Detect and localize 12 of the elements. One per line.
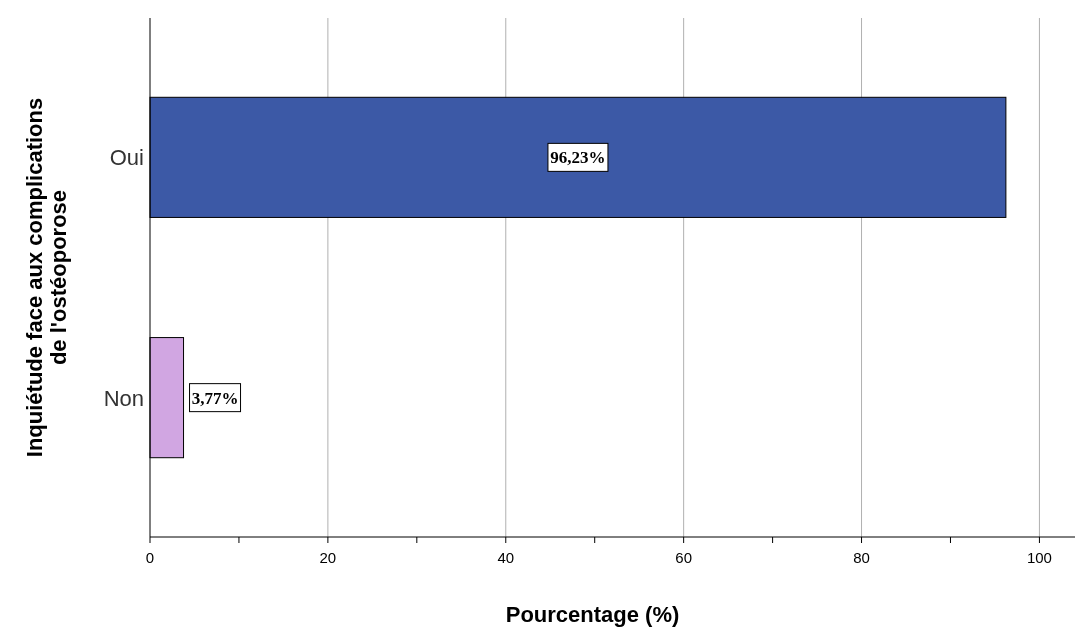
x-tick-label: 100: [1026, 549, 1052, 566]
x-tick-label: 20: [319, 549, 337, 566]
x-tick-label: 0: [145, 549, 155, 566]
x-tick-label: 80: [853, 549, 870, 566]
x-tick-label: 40: [497, 549, 515, 566]
x-axis-title: Pourcentage (%): [505, 602, 680, 627]
y-axis-title: Inquiétude face aux complications de l'ostéoporose: [22, 97, 71, 458]
y-tick-label: Non: [103, 385, 144, 411]
data-label: 96,23%: [550, 148, 606, 168]
data-label: 3,77%: [191, 388, 239, 408]
y-tick-label: Oui: [109, 145, 144, 171]
x-tick-label: 60: [675, 549, 692, 566]
